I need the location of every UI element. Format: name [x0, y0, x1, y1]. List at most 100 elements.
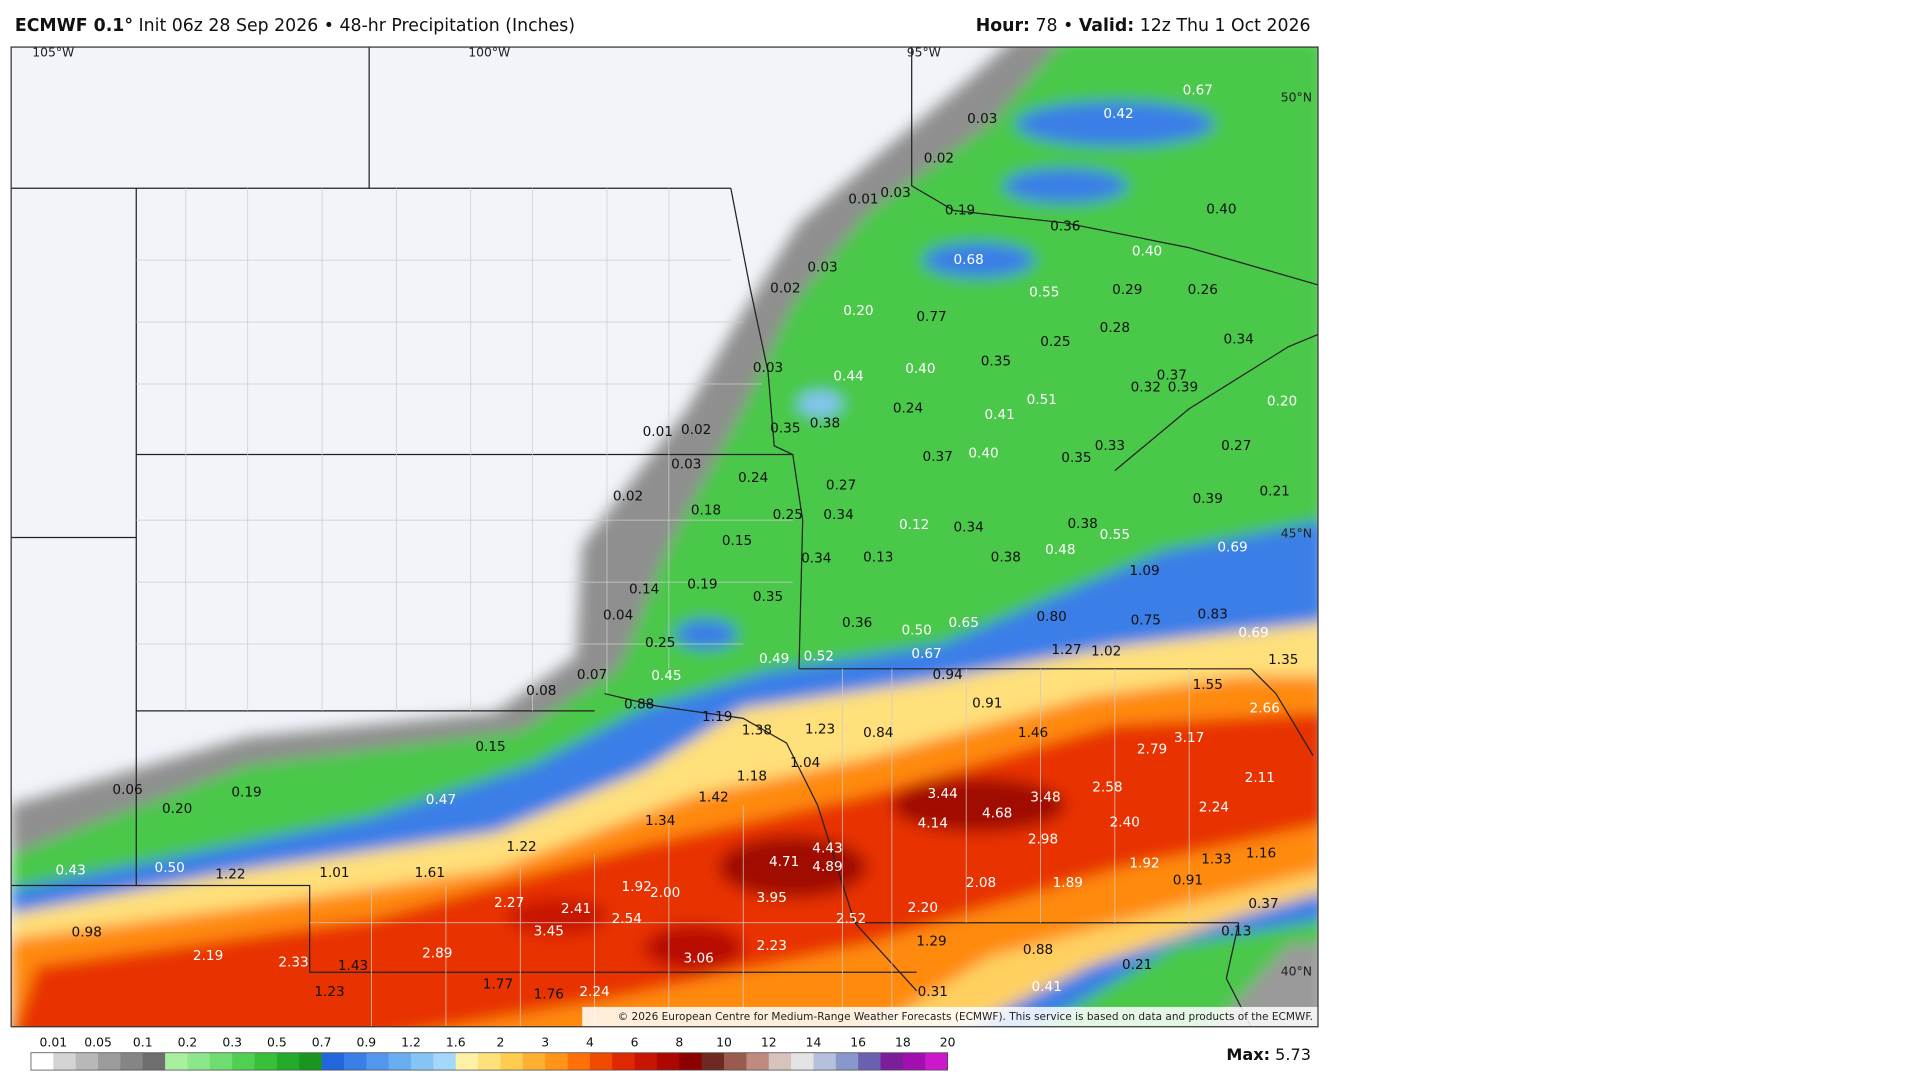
value-label: 0.43 [55, 863, 85, 879]
value-label: 4.71 [769, 854, 799, 870]
value-label: 4.89 [812, 859, 842, 875]
value-label: 1.29 [916, 933, 946, 949]
value-label: 0.35 [981, 354, 1011, 370]
graticule: 105°W 100°W 95°W 50°N 45°N 40°N [32, 46, 1312, 979]
value-label: 1.22 [506, 839, 536, 855]
value-label: 2.23 [757, 938, 787, 954]
colorbar-swatch [433, 1052, 457, 1071]
colorbar-tick-label: 4 [586, 1035, 594, 1049]
colorbar-swatch [411, 1052, 434, 1071]
value-label: 0.68 [954, 252, 984, 268]
value-label: 3.17 [1174, 730, 1204, 746]
colorbar-frame [30, 1052, 948, 1071]
value-label: 1.16 [1246, 845, 1276, 861]
colorbar-swatch [455, 1052, 479, 1071]
copyright-bg [582, 1006, 1318, 1027]
value-label: 1.23 [314, 984, 344, 1000]
value-label: 0.55 [1029, 284, 1059, 300]
value-label: 0.13 [863, 549, 893, 565]
map: 0.670.420.030.020.01 0.030.190.360.400.40… [11, 46, 1318, 1027]
value-label: 2.89 [422, 946, 452, 962]
value-label: 2.52 [836, 911, 866, 927]
value-label: 0.88 [624, 697, 654, 713]
value-label: 0.19 [231, 785, 261, 801]
value-label: 0.20 [1267, 393, 1297, 409]
graticule-label: 50°N [1281, 90, 1312, 104]
colorbar-swatch [142, 1052, 166, 1071]
graticule-label: 105°W [32, 46, 74, 60]
value-label: 0.49 [759, 651, 789, 667]
value-label: 0.04 [603, 608, 633, 624]
value-label: 0.01 [848, 191, 878, 207]
value-label: 0.06 [112, 782, 142, 798]
value-label: 0.38 [1067, 516, 1097, 532]
colorbar-swatch [858, 1052, 881, 1071]
value-label: 0.94 [932, 667, 962, 683]
colorbar-swatch [75, 1052, 99, 1071]
colorbar-swatch [902, 1052, 926, 1071]
value-label: 2.41 [561, 901, 591, 917]
value-label: 1.61 [415, 865, 445, 881]
value-label: 0.40 [968, 445, 998, 461]
value-label: 0.44 [833, 369, 863, 385]
value-label: 3.48 [1030, 790, 1060, 806]
value-label: 2.66 [1250, 700, 1280, 716]
value-label: 0.03 [807, 260, 837, 276]
value-label: 0.67 [1183, 82, 1213, 98]
borders [11, 47, 1318, 1027]
colorbar-swatch [343, 1052, 367, 1071]
value-label: 1.18 [737, 769, 767, 785]
colorbar-swatch [589, 1052, 613, 1071]
valid: 12z Thu 1 Oct 2026 [1140, 16, 1311, 36]
value-label: 1.01 [319, 865, 349, 881]
value-label: 0.36 [842, 615, 872, 631]
graticule-label: 95°W [907, 46, 941, 60]
value-label: 0.50 [901, 622, 931, 638]
value-label: 0.41 [984, 407, 1014, 423]
value-label: 0.29 [1112, 282, 1142, 298]
value-label: 0.38 [810, 416, 840, 432]
value-label: 3.06 [683, 951, 713, 967]
colorbar-swatch [813, 1052, 837, 1071]
value-label: 0.25 [773, 507, 803, 523]
value-label: 0.37 [1248, 896, 1278, 912]
value-label: 2.00 [650, 885, 680, 901]
copyright: © 2026 European Centre for Medium-Range … [618, 1011, 1313, 1023]
value-label: 0.02 [681, 422, 711, 438]
colorbar-tick-label: 0.2 [178, 1035, 198, 1049]
value-label: 0.34 [954, 520, 984, 536]
colorbar-swatch [522, 1052, 546, 1071]
value-label: 0.34 [801, 551, 831, 567]
value-label: 0.88 [1023, 942, 1053, 958]
value-label: 0.15 [475, 739, 505, 755]
value-label: 0.37 [1157, 367, 1187, 383]
value-label: 0.20 [162, 801, 192, 817]
value-label: 0.15 [722, 533, 752, 549]
colorbar-swatch [768, 1052, 792, 1071]
colorbar-swatch [165, 1052, 188, 1071]
value-label: 0.27 [826, 478, 856, 494]
value-label: 0.37 [923, 449, 953, 465]
value-label: 0.02 [770, 281, 800, 297]
value-label: 1.09 [1129, 563, 1159, 579]
colorbar-tick-label: 0.05 [84, 1035, 112, 1049]
value-label: 0.27 [1221, 438, 1251, 454]
value-label: 0.25 [645, 635, 675, 651]
separator: • [1063, 16, 1073, 36]
colorbar-swatch [925, 1052, 948, 1071]
value-label: 0.80 [1037, 609, 1067, 625]
colorbar-tick-label: 20 [940, 1035, 956, 1049]
model: ECMWF 0.1° [15, 16, 133, 36]
hour-label: Hour: [976, 16, 1030, 36]
value-label: 4.68 [982, 806, 1012, 822]
value-label: 2.98 [1028, 832, 1058, 848]
colorbar-swatch [746, 1052, 770, 1071]
value-label: 0.19 [687, 577, 717, 593]
valid-label: Valid: [1079, 16, 1134, 36]
colorbar-swatch [567, 1052, 591, 1071]
value-label: 1.89 [1053, 875, 1083, 891]
value-label: 2.33 [278, 954, 308, 970]
colorbar-tick-label: 16 [850, 1035, 866, 1049]
value-label: 0.65 [949, 615, 979, 631]
value-label: 0.32 [1131, 380, 1161, 396]
